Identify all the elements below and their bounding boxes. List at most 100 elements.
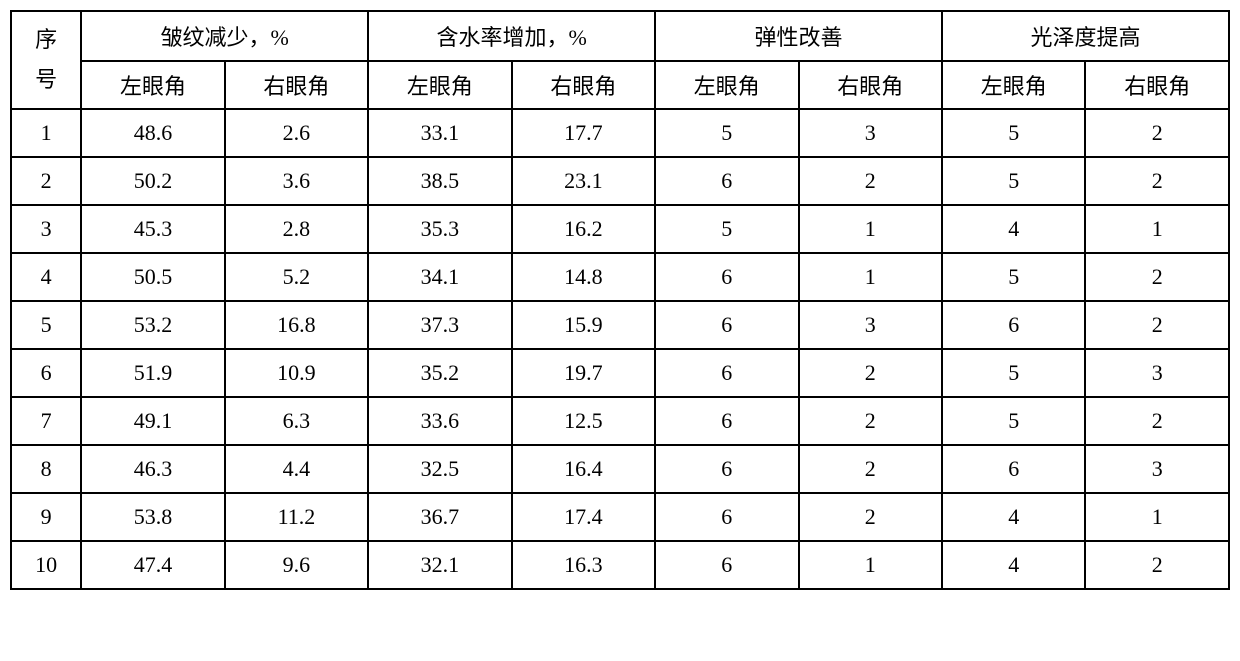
table-row: 148.62.633.117.75352	[11, 109, 1229, 157]
seq-header-line1: 序	[35, 27, 57, 52]
data-cell: 2	[799, 349, 942, 397]
data-cell: 2	[799, 445, 942, 493]
data-cell: 46.3	[81, 445, 224, 493]
data-cell: 17.4	[512, 493, 655, 541]
table-row: 749.16.333.612.56252	[11, 397, 1229, 445]
data-cell: 4	[942, 541, 1085, 589]
data-cell: 3.6	[225, 157, 368, 205]
data-cell: 38.5	[368, 157, 511, 205]
data-cell: 5	[942, 109, 1085, 157]
table-row: 553.216.837.315.96362	[11, 301, 1229, 349]
data-cell: 5	[942, 157, 1085, 205]
table-row: 345.32.835.316.25141	[11, 205, 1229, 253]
sub-header-1: 右眼角	[225, 61, 368, 109]
table-body: 148.62.633.117.75352250.23.638.523.16252…	[11, 109, 1229, 589]
data-cell: 1	[799, 205, 942, 253]
data-cell: 6	[655, 397, 798, 445]
data-cell: 35.3	[368, 205, 511, 253]
seq-header: 序号	[11, 11, 81, 109]
data-cell: 1	[1085, 205, 1229, 253]
data-cell: 19.7	[512, 349, 655, 397]
sub-header-5: 右眼角	[799, 61, 942, 109]
data-cell: 32.5	[368, 445, 511, 493]
data-cell: 2.6	[225, 109, 368, 157]
data-cell: 2	[1085, 157, 1229, 205]
data-cell: 17.7	[512, 109, 655, 157]
data-cell: 2	[1085, 109, 1229, 157]
data-cell: 6	[942, 301, 1085, 349]
seq-cell: 3	[11, 205, 81, 253]
data-cell: 16.4	[512, 445, 655, 493]
data-cell: 1	[799, 253, 942, 301]
seq-header-line2: 号	[35, 67, 57, 92]
data-cell: 2	[1085, 253, 1229, 301]
sub-header-6: 左眼角	[942, 61, 1085, 109]
data-cell: 5	[942, 253, 1085, 301]
header-row-sub: 左眼角 右眼角 左眼角 右眼角 左眼角 右眼角 左眼角 右眼角	[11, 61, 1229, 109]
data-cell: 2.8	[225, 205, 368, 253]
data-cell: 2	[799, 397, 942, 445]
data-cell: 16.8	[225, 301, 368, 349]
sub-header-2: 左眼角	[368, 61, 511, 109]
seq-cell: 8	[11, 445, 81, 493]
data-cell: 53.2	[81, 301, 224, 349]
data-cell: 2	[1085, 541, 1229, 589]
header-row-groups: 序号 皱纹减少，% 含水率增加，% 弹性改善 光泽度提高	[11, 11, 1229, 61]
data-cell: 6	[655, 349, 798, 397]
data-cell: 2	[799, 493, 942, 541]
data-cell: 5	[942, 397, 1085, 445]
group-header-1: 含水率增加，%	[368, 11, 655, 61]
data-cell: 14.8	[512, 253, 655, 301]
seq-cell: 9	[11, 493, 81, 541]
table-row: 1047.49.632.116.36142	[11, 541, 1229, 589]
data-cell: 6	[942, 445, 1085, 493]
data-cell: 4	[942, 493, 1085, 541]
data-cell: 6	[655, 493, 798, 541]
table-row: 846.34.432.516.46263	[11, 445, 1229, 493]
data-cell: 16.2	[512, 205, 655, 253]
data-table: 序号 皱纹减少，% 含水率增加，% 弹性改善 光泽度提高 左眼角 右眼角 左眼角…	[10, 10, 1230, 590]
data-cell: 3	[1085, 349, 1229, 397]
data-cell: 6.3	[225, 397, 368, 445]
data-cell: 12.5	[512, 397, 655, 445]
data-cell: 6	[655, 253, 798, 301]
data-cell: 16.3	[512, 541, 655, 589]
data-cell: 2	[1085, 397, 1229, 445]
data-cell: 6	[655, 445, 798, 493]
data-cell: 51.9	[81, 349, 224, 397]
data-cell: 49.1	[81, 397, 224, 445]
data-cell: 23.1	[512, 157, 655, 205]
data-cell: 3	[1085, 445, 1229, 493]
data-cell: 32.1	[368, 541, 511, 589]
seq-cell: 4	[11, 253, 81, 301]
table-row: 250.23.638.523.16252	[11, 157, 1229, 205]
group-header-2: 弹性改善	[655, 11, 942, 61]
data-cell: 48.6	[81, 109, 224, 157]
table-header: 序号 皱纹减少，% 含水率增加，% 弹性改善 光泽度提高 左眼角 右眼角 左眼角…	[11, 11, 1229, 109]
seq-cell: 6	[11, 349, 81, 397]
seq-cell: 2	[11, 157, 81, 205]
data-cell: 33.1	[368, 109, 511, 157]
group-header-0: 皱纹减少，%	[81, 11, 368, 61]
table-row: 651.910.935.219.76253	[11, 349, 1229, 397]
data-cell: 1	[1085, 493, 1229, 541]
data-cell: 5	[655, 109, 798, 157]
data-cell: 5	[942, 349, 1085, 397]
data-cell: 2	[799, 157, 942, 205]
data-cell: 47.4	[81, 541, 224, 589]
data-cell: 6	[655, 301, 798, 349]
sub-header-0: 左眼角	[81, 61, 224, 109]
seq-cell: 7	[11, 397, 81, 445]
data-cell: 35.2	[368, 349, 511, 397]
data-cell: 2	[1085, 301, 1229, 349]
data-cell: 45.3	[81, 205, 224, 253]
seq-cell: 1	[11, 109, 81, 157]
data-cell: 3	[799, 109, 942, 157]
data-cell: 6	[655, 541, 798, 589]
data-cell: 36.7	[368, 493, 511, 541]
data-cell: 6	[655, 157, 798, 205]
sub-header-4: 左眼角	[655, 61, 798, 109]
data-cell: 3	[799, 301, 942, 349]
data-cell: 5.2	[225, 253, 368, 301]
data-cell: 10.9	[225, 349, 368, 397]
